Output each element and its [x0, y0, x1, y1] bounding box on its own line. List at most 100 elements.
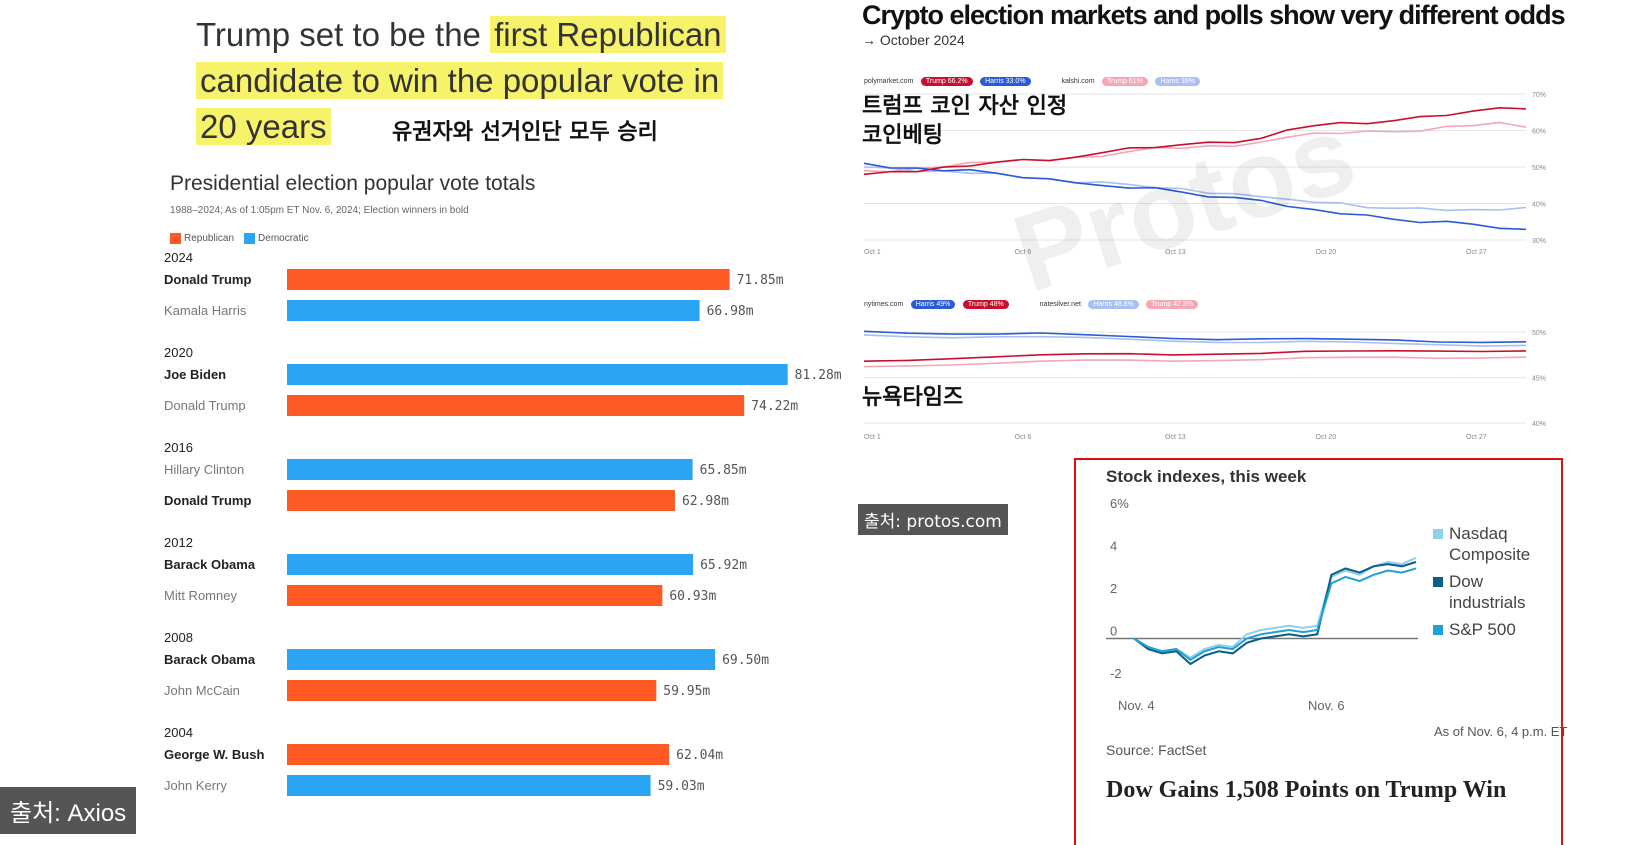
stock-headline: Dow Gains 1,508 Points on Trump Win	[1106, 777, 1507, 803]
value-label: 65.85m	[700, 463, 747, 478]
y-tick-label: 30%	[1532, 238, 1546, 245]
series-line	[863, 162, 1527, 231]
vote-bar	[287, 395, 745, 416]
x-tick-label: Oct 13	[1165, 249, 1186, 256]
x-tick-label: Oct 1	[864, 434, 881, 441]
crypto-source-row-1: polymarket.com Trump 66.2% Harris 33.0% …	[864, 70, 1200, 88]
source-natesilver: natesilver.net	[1039, 301, 1081, 308]
candidate-label: Barack Obama	[164, 652, 256, 667]
y-tick-label: 40%	[1532, 421, 1546, 428]
y-tick-label: 4	[1110, 539, 1117, 554]
korean-label-crypto: 트럼프 코인 자산 인정 코인베팅	[862, 94, 1068, 148]
y-tick-label: 0	[1110, 624, 1117, 639]
x-tick-label: Nov. 6	[1308, 698, 1345, 713]
value-label: 60.93m	[669, 589, 716, 604]
series-line	[863, 349, 1527, 362]
stock-source: Source: FactSet	[1106, 742, 1207, 758]
korean-subtitle: 유권자와 선거인단 모두 승리	[392, 120, 658, 145]
x-tick-label: Oct 27	[1466, 249, 1487, 256]
vote-bar	[287, 554, 694, 575]
legend-nasdaq: Nasdaq Composite	[1433, 523, 1543, 565]
candidate-label: Mitt Romney	[164, 588, 237, 603]
headline-prefix: Trump set to be the	[196, 16, 491, 53]
value-label: 62.04m	[676, 748, 723, 763]
headline-highlight-2: candidate to win the popular vote in	[196, 62, 724, 99]
value-label: 62.98m	[682, 494, 729, 509]
stock-series-line	[1133, 561, 1417, 666]
chart-title: Presidential election popular vote total…	[170, 172, 536, 195]
vote-bar	[287, 459, 693, 480]
year-label: 2008	[164, 630, 193, 645]
candidate-label: John Kerry	[164, 778, 227, 793]
series-line	[863, 334, 1527, 347]
vote-bar	[287, 269, 730, 290]
x-tick-label: Oct 1	[864, 249, 881, 256]
pill-kalshi-harris: Harris 39%	[1155, 77, 1200, 86]
vote-bar	[287, 490, 675, 511]
value-label: 74.22m	[751, 399, 798, 414]
pill-natesilver-harris: Harris 48.6%	[1088, 300, 1139, 309]
legend-republican: Republican	[170, 233, 234, 244]
vote-bar	[287, 364, 788, 385]
source-kalshi: kalshi.com	[1061, 78, 1095, 85]
stock-legend: Nasdaq Composite Dow industrials S&P 500	[1433, 523, 1543, 640]
candidate-label: Joe Biden	[164, 367, 226, 382]
y-tick-label: 40%	[1532, 202, 1546, 209]
x-tick-label: Oct 20	[1316, 434, 1337, 441]
x-tick-label: Oct 27	[1466, 434, 1487, 441]
value-label: 69.50m	[722, 653, 769, 668]
vote-bar	[287, 649, 716, 670]
value-label: 66.98m	[707, 304, 754, 319]
headline-highlight-1: first Republican	[490, 16, 726, 53]
crypto-chart-title: Crypto election markets and polls show v…	[862, 0, 1566, 30]
stock-index-chart: 6% 4 2 0 -2 Nov. 4 Nov. 6	[1106, 496, 1418, 713]
headline-highlight-3: 20 years	[196, 108, 331, 145]
pill-nyt-trump: Trump 48%	[962, 300, 1009, 309]
series-line	[863, 121, 1527, 173]
y-tick-label: 6%	[1110, 496, 1129, 511]
candidate-label: Donald Trump	[164, 398, 246, 413]
year-label: 2024	[164, 250, 193, 265]
value-label: 65.92m	[700, 558, 747, 573]
candidate-label: Barack Obama	[164, 557, 256, 572]
y-tick-label: 50%	[1532, 165, 1546, 172]
candidate-label: Hillary Clinton	[164, 462, 244, 477]
stock-asof-note: As of Nov. 6, 4 p.m. ET	[1434, 724, 1568, 739]
chart-legend: Republican Democratic	[170, 233, 309, 244]
y-tick-label: 50%	[1532, 330, 1546, 337]
x-tick-label: Oct 6	[1015, 249, 1032, 256]
pill-nyt-harris: Harris 49%	[910, 300, 956, 309]
candidate-label: George W. Bush	[164, 747, 264, 762]
vote-bar	[287, 775, 651, 796]
y-tick-label: 45%	[1532, 376, 1546, 383]
y-tick-label: 2	[1110, 581, 1117, 596]
value-label: 81.28m	[795, 368, 842, 383]
korean-label-nyt: 뉴욕타임즈	[862, 385, 964, 410]
candidate-label: John McCain	[164, 683, 240, 698]
source-axios: 출처: Axios	[0, 787, 137, 834]
pill-kalshi-trump: Trump 61%	[1101, 77, 1148, 86]
stock-series-line	[1133, 567, 1417, 662]
candidate-label: Donald Trump	[164, 272, 251, 287]
x-tick-label: Oct 20	[1316, 249, 1337, 256]
x-tick-label: Oct 13	[1165, 434, 1186, 441]
crypto-chart-date: → October 2024	[862, 32, 965, 48]
crypto-source-row-2: nytimes.com Harris 49% Trump 48% natesil…	[864, 293, 1199, 311]
vote-bar	[287, 680, 657, 701]
series-line	[863, 106, 1527, 176]
x-tick-label: Nov. 4	[1118, 698, 1155, 713]
source-polymarket: polymarket.com	[864, 78, 914, 85]
vote-bar	[287, 744, 670, 765]
popular-vote-bar-chart: 2024 Donald Trump 71.85m Kamala Harris 66.98…	[164, 250, 842, 796]
pill-polymarket-harris: Harris 33.0%	[980, 77, 1031, 86]
series-line	[863, 166, 1527, 212]
pill-polymarket-trump: Trump 66.2%	[920, 77, 973, 86]
candidate-label: Kamala Harris	[164, 303, 247, 318]
series-line	[863, 356, 1527, 368]
value-label: 71.85m	[737, 273, 784, 288]
source-nytimes: nytimes.com	[864, 301, 904, 308]
y-tick-label: 70%	[1532, 92, 1546, 99]
year-label: 2004	[164, 725, 193, 740]
y-tick-label: 60%	[1532, 129, 1546, 136]
vote-bar	[287, 585, 663, 606]
